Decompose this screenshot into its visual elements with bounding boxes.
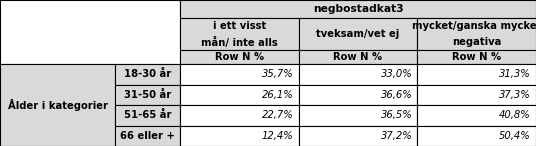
Text: negativa: negativa xyxy=(452,37,501,47)
Bar xyxy=(180,64,299,85)
Text: 22,7%: 22,7% xyxy=(262,110,294,120)
Text: 35,7%: 35,7% xyxy=(262,69,294,79)
Bar xyxy=(418,50,536,64)
Text: 18-30 år: 18-30 år xyxy=(124,69,171,79)
Text: 36,6%: 36,6% xyxy=(381,90,412,100)
Bar xyxy=(299,126,418,146)
Bar xyxy=(180,105,299,126)
Bar xyxy=(180,85,299,105)
Text: 31,3%: 31,3% xyxy=(499,69,531,79)
Bar xyxy=(115,85,180,105)
Text: Row N %: Row N % xyxy=(333,52,383,62)
Text: tveksam/vet ej: tveksam/vet ej xyxy=(316,29,400,39)
Text: 40,8%: 40,8% xyxy=(499,110,531,120)
Bar xyxy=(115,126,180,146)
Bar xyxy=(180,0,536,18)
Bar xyxy=(115,105,180,126)
Bar xyxy=(418,18,536,50)
Bar xyxy=(0,0,180,64)
Bar xyxy=(299,18,418,50)
Bar xyxy=(299,105,418,126)
Bar xyxy=(0,64,115,146)
Bar xyxy=(299,64,418,85)
Text: negbostadkat3: negbostadkat3 xyxy=(312,4,403,14)
Bar xyxy=(180,50,299,64)
Text: 12,4%: 12,4% xyxy=(262,131,294,141)
Bar xyxy=(418,64,536,85)
Text: 50,4%: 50,4% xyxy=(499,131,531,141)
Bar xyxy=(299,50,418,64)
Text: 26,1%: 26,1% xyxy=(262,90,294,100)
Text: Row N %: Row N % xyxy=(215,52,264,62)
Text: mån/ inte alls: mån/ inte alls xyxy=(201,36,278,48)
Bar xyxy=(418,85,536,105)
Text: 51-65 år: 51-65 år xyxy=(124,110,171,120)
Text: 33,0%: 33,0% xyxy=(381,69,412,79)
Bar xyxy=(418,105,536,126)
Bar xyxy=(115,64,180,85)
Bar xyxy=(180,18,299,50)
Text: 66 eller +: 66 eller + xyxy=(120,131,175,141)
Bar xyxy=(180,126,299,146)
Text: 37,2%: 37,2% xyxy=(381,131,412,141)
Bar xyxy=(299,85,418,105)
Bar xyxy=(418,126,536,146)
Text: Row N %: Row N % xyxy=(452,52,501,62)
Text: Ålder i kategorier: Ålder i kategorier xyxy=(8,99,108,111)
Text: mycket/ganska mycket: mycket/ganska mycket xyxy=(412,21,536,31)
Text: 37,3%: 37,3% xyxy=(499,90,531,100)
Text: i ett visst: i ett visst xyxy=(213,21,266,31)
Text: 31-50 år: 31-50 år xyxy=(124,90,171,100)
Text: 36,5%: 36,5% xyxy=(381,110,412,120)
